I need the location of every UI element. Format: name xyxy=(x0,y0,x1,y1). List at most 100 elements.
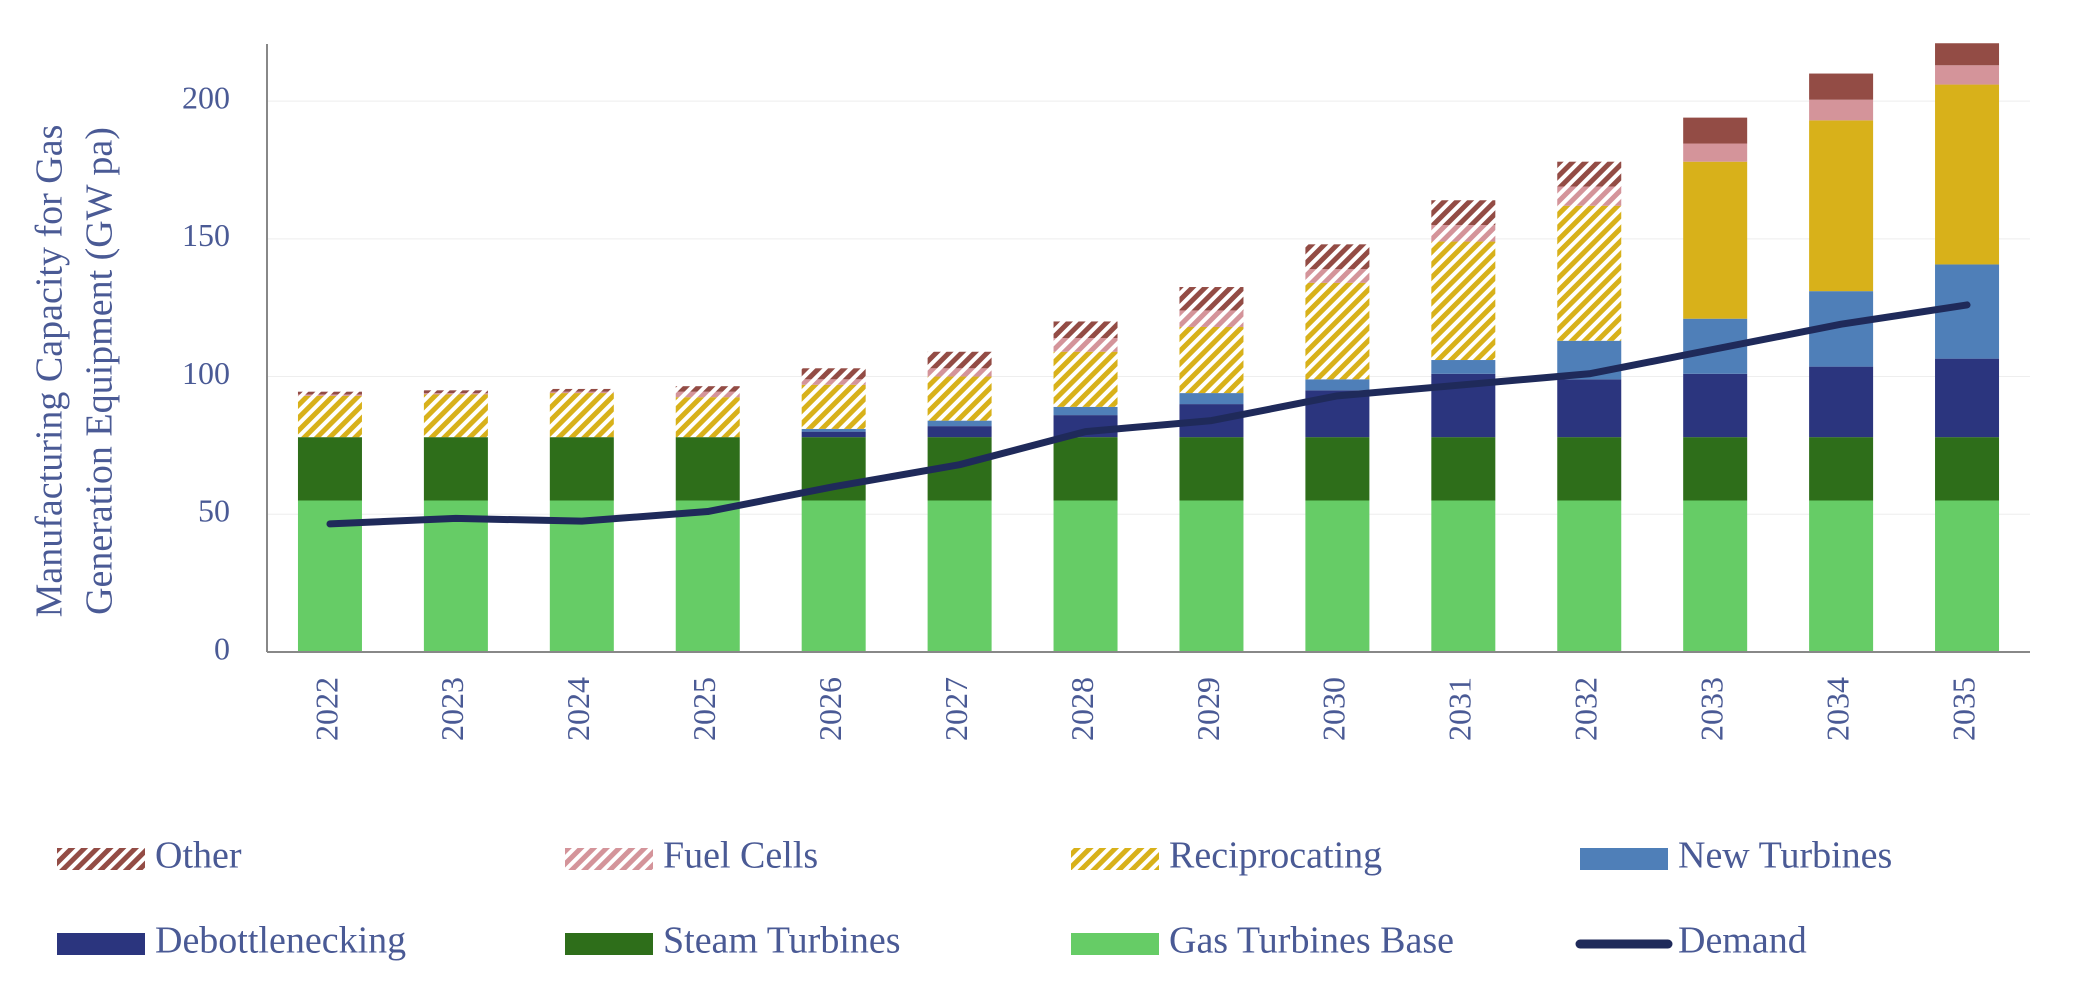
bar-segment xyxy=(1179,500,1244,652)
x-tick-label: 2034 xyxy=(1819,677,1855,741)
legend-item: Demand xyxy=(1575,920,1807,962)
x-tick-label: 2032 xyxy=(1568,677,1604,741)
bar-segment xyxy=(549,393,614,438)
y-tick-label: 0 xyxy=(214,630,230,666)
bar-segment xyxy=(1053,351,1118,407)
legend-swatch xyxy=(57,848,145,870)
bar-segment xyxy=(1809,366,1874,438)
bar-segment xyxy=(1305,244,1370,270)
bar-segment xyxy=(1179,326,1244,394)
bar-segment xyxy=(1683,500,1748,652)
bar-segment xyxy=(675,397,740,438)
y-axis-title: Generation Equipment (GW pa) xyxy=(79,127,121,615)
bar-segment xyxy=(801,428,866,432)
legend-label: Gas Turbines Base xyxy=(1169,920,1454,962)
legend-label: Steam Turbines xyxy=(663,920,901,962)
bar-segment xyxy=(1179,310,1244,327)
bar-segment xyxy=(927,500,992,652)
legend-swatch xyxy=(57,933,145,955)
y-tick-label: 50 xyxy=(198,493,230,529)
legend-label: New Turbines xyxy=(1678,835,1892,877)
y-axis-title: Manufacturing Capacity for Gas xyxy=(29,125,71,618)
bar-segment xyxy=(1305,282,1370,380)
bar-segment xyxy=(801,379,866,385)
bar-segment xyxy=(1809,73,1874,100)
bar-segment xyxy=(801,384,866,429)
bar-segment xyxy=(1557,437,1622,501)
bar-segment xyxy=(1305,500,1370,652)
legend-label: Other xyxy=(155,835,242,877)
bar-segment xyxy=(675,437,740,501)
legend-swatch xyxy=(1580,848,1668,870)
bar-segment xyxy=(801,500,866,652)
bar-segment xyxy=(423,394,488,438)
bar-segment xyxy=(1431,500,1496,652)
legend-item: Reciprocating xyxy=(1071,835,1382,877)
x-tick-label: 2026 xyxy=(812,677,848,741)
bar-segment xyxy=(1809,500,1874,652)
bar-segment xyxy=(927,420,992,427)
legend-swatch xyxy=(1071,848,1159,870)
bar-segment xyxy=(1935,358,2000,438)
bar-segment xyxy=(1053,500,1118,652)
bar-segment xyxy=(1179,287,1244,311)
bar-segment xyxy=(1809,120,1874,292)
bar-segment xyxy=(1431,225,1496,242)
x-tick-label: 2029 xyxy=(1190,677,1226,741)
bar-segment xyxy=(1053,337,1118,352)
y-tick-label: 150 xyxy=(182,217,230,253)
bar-segment xyxy=(927,376,992,421)
bar-segment xyxy=(297,395,362,438)
bar-segment xyxy=(1053,437,1118,501)
bar-segment xyxy=(549,391,614,394)
y-tick-label: 100 xyxy=(182,355,230,391)
bar-segment xyxy=(1935,65,2000,85)
bar-segment xyxy=(801,431,866,438)
x-tick-label: 2030 xyxy=(1316,677,1352,741)
bar-segment xyxy=(675,391,740,398)
bar-segment xyxy=(549,437,614,501)
bar-segment xyxy=(549,500,614,652)
x-tick-label: 2028 xyxy=(1064,677,1100,741)
x-tick-label: 2033 xyxy=(1694,677,1730,741)
legend-item: Steam Turbines xyxy=(565,920,901,962)
x-tick-label: 2024 xyxy=(560,677,596,741)
bar-segment xyxy=(297,394,362,396)
x-tick-label: 2025 xyxy=(686,677,722,741)
bar-segment xyxy=(423,390,488,394)
legend-label: Fuel Cells xyxy=(663,835,818,877)
bar-segment xyxy=(927,351,992,369)
bar-segment xyxy=(1053,406,1118,416)
bar-segment xyxy=(1557,500,1622,652)
bar-segment xyxy=(1809,437,1874,501)
bar-segment xyxy=(549,388,614,392)
bar-segment xyxy=(927,426,992,438)
bar-segment xyxy=(927,368,992,377)
bar-segment xyxy=(1305,437,1370,501)
bar-segment xyxy=(1557,186,1622,206)
legend-label: Reciprocating xyxy=(1169,835,1382,877)
bar-segment xyxy=(1935,84,2000,265)
legend-item: Fuel Cells xyxy=(565,835,818,877)
legend-item: Debottlenecking xyxy=(57,920,406,962)
bar-segment xyxy=(1305,379,1370,391)
bar-segment xyxy=(1683,373,1748,438)
bar-segment xyxy=(1431,360,1496,374)
bar-segment xyxy=(423,500,488,652)
bar-segment xyxy=(1683,161,1748,319)
x-tick-label: 2035 xyxy=(1945,677,1981,741)
bar-segment xyxy=(1557,161,1622,187)
bar-segment xyxy=(1305,269,1370,283)
bar-segment xyxy=(1431,437,1496,501)
bar-segment xyxy=(1809,99,1874,121)
bar-segment xyxy=(1179,393,1244,405)
legend-swatch xyxy=(565,933,653,955)
bar-segment xyxy=(1557,205,1622,341)
legend-label: Demand xyxy=(1678,920,1807,962)
legend-item: Other xyxy=(57,835,242,877)
legend-swatch xyxy=(565,848,653,870)
x-tick-label: 2022 xyxy=(308,677,344,741)
legend-swatch xyxy=(1071,933,1159,955)
x-tick-label: 2027 xyxy=(938,677,974,741)
bar-segment xyxy=(801,368,866,380)
